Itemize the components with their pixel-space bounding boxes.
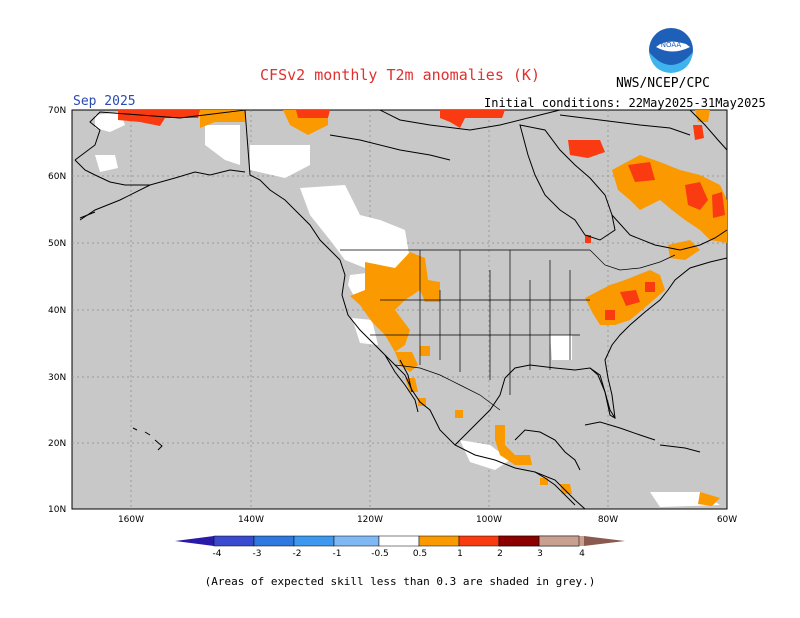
coastlines xyxy=(74,109,728,510)
lat-label: 40N xyxy=(48,306,66,316)
colorbar xyxy=(175,535,625,547)
colorbar-tick-label: 2 xyxy=(497,549,503,559)
colorbar-tick-label: -1 xyxy=(333,549,342,559)
lon-label: 120W xyxy=(357,515,383,525)
colorbar-tick-label: -3 xyxy=(253,549,262,559)
colorbar-tick-label: 3 xyxy=(537,549,543,559)
colorbar-tick-label: -2 xyxy=(293,549,302,559)
strong-warm-anomaly-areas xyxy=(118,110,725,320)
colorbar-min-arrow xyxy=(175,536,214,546)
lon-label: 100W xyxy=(476,515,502,525)
lat-label: 70N xyxy=(48,106,66,116)
colorbar-tick-label: 4 xyxy=(579,549,585,559)
political-borders xyxy=(340,249,676,411)
colorbar-tick-label: 1 xyxy=(457,549,463,559)
lon-label: 80W xyxy=(598,515,618,525)
skill-footnote: (Areas of expected skill less than 0.3 a… xyxy=(204,575,596,588)
lat-label: 20N xyxy=(48,439,66,449)
colorbar-tick-label: -4 xyxy=(213,549,222,559)
map-title: CFSv2 monthly T2m anomalies (K) xyxy=(260,66,540,84)
lat-label: 10N xyxy=(48,505,66,515)
colorbar-labels: -4 -3 -2 -1 -0.5 0.5 1 2 3 4 xyxy=(213,549,586,559)
colorbar-tick-label: 0.5 xyxy=(413,549,427,559)
longitude-labels: 160W 140W 120W 100W 80W 60W xyxy=(118,515,737,525)
lat-label: 60N xyxy=(48,172,66,182)
lat-label: 50N xyxy=(48,239,66,249)
valid-month: Sep 2025 xyxy=(73,94,136,109)
latitude-labels: 70N 60N 50N 40N 30N 20N 10N xyxy=(48,106,66,515)
noaa-logo: NOAA xyxy=(649,28,693,73)
lon-label: 160W xyxy=(118,515,144,525)
lat-label: 30N xyxy=(48,373,66,383)
initial-conditions: Initial conditions: 22May2025-31May2025 xyxy=(484,96,766,110)
lon-label: 140W xyxy=(238,515,264,525)
colorbar-tick-label: -0.5 xyxy=(371,549,389,559)
agency-label: NWS/NCEP/CPC xyxy=(616,76,710,91)
colorbar-max-arrow xyxy=(584,536,625,546)
logo-text: NOAA xyxy=(661,41,682,49)
lon-label: 60W xyxy=(717,515,737,525)
